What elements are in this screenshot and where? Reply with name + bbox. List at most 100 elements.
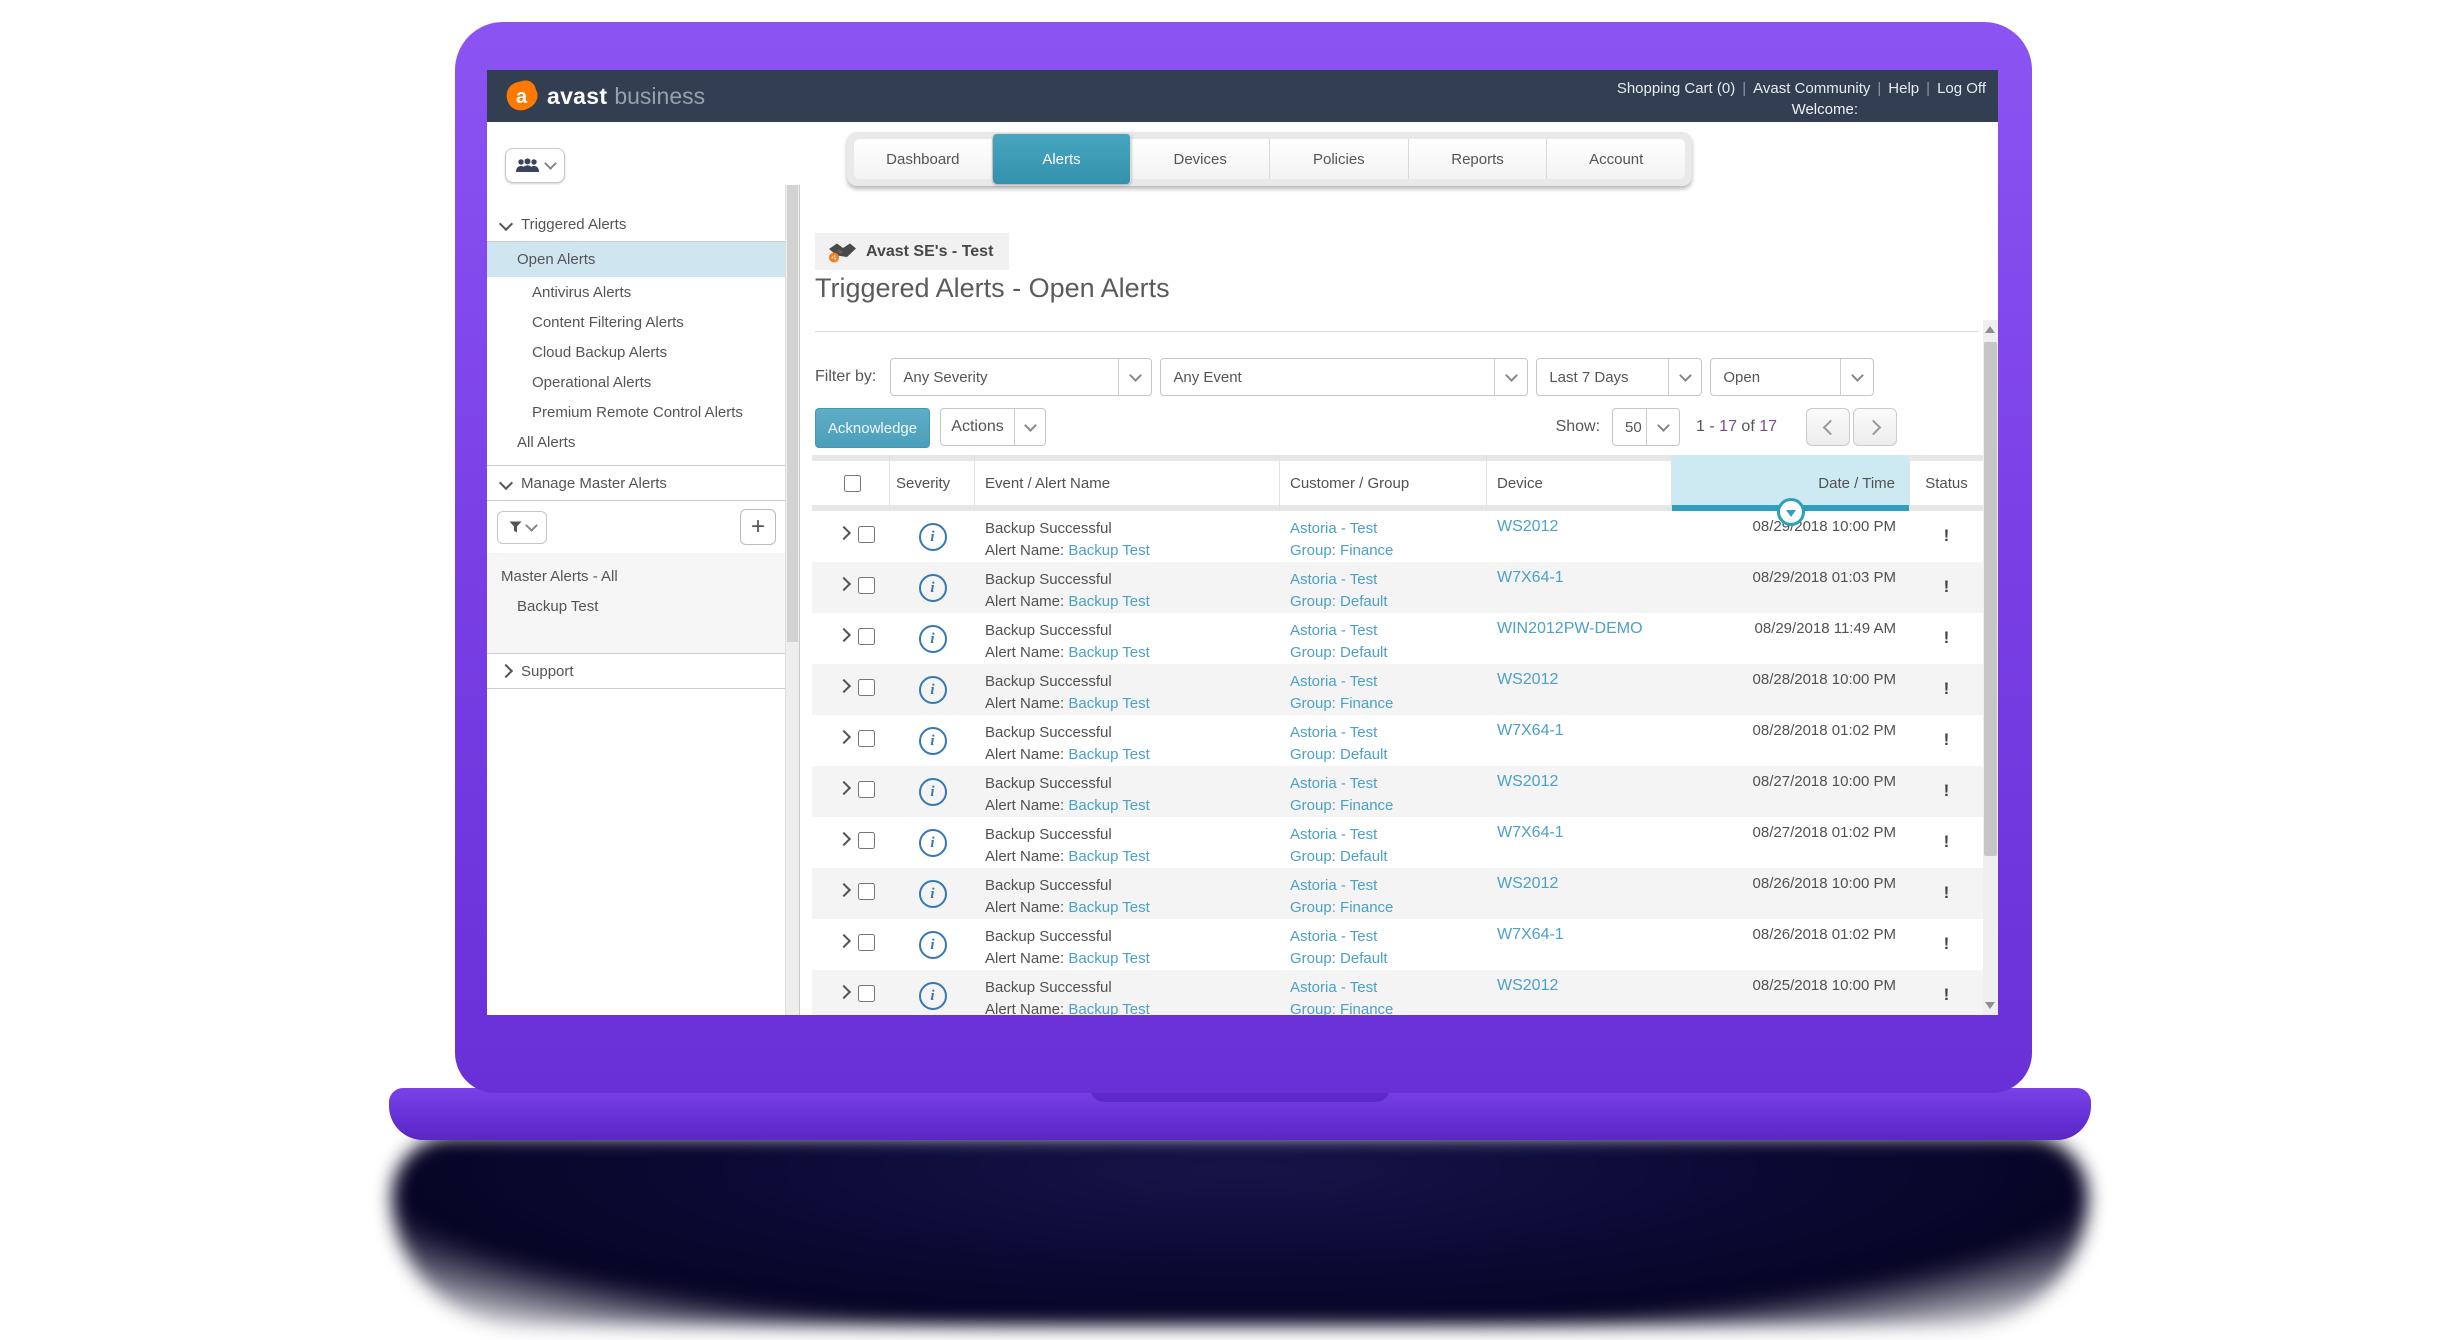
info-severity-icon[interactable]: i	[918, 931, 947, 959]
alert-name-link[interactable]: Backup Test	[1068, 1001, 1150, 1015]
alert-name-link[interactable]: Backup Test	[1068, 746, 1150, 763]
row-checkbox[interactable]	[858, 628, 875, 645]
alert-name-link[interactable]: Backup Test	[1068, 899, 1150, 916]
row-checkbox[interactable]	[858, 934, 875, 951]
customer-link[interactable]: Astoria - Test	[1290, 673, 1378, 690]
header-event-alert-name[interactable]: Event / Alert Name	[975, 455, 1280, 511]
sidebar-section-manage-master-alerts[interactable]: Manage Master Alerts	[487, 466, 786, 501]
table-row[interactable]: i Backup Successful Alert Name: Backup T…	[812, 664, 1983, 715]
row-checkbox[interactable]	[858, 730, 875, 747]
sidebar-scrollbar[interactable]	[785, 185, 799, 1015]
header-severity[interactable]: Severity	[890, 455, 975, 511]
scroll-down-icon[interactable]	[1985, 1002, 1995, 1009]
customer-link[interactable]: Astoria - Test	[1290, 775, 1378, 792]
window-scrollbar-thumb[interactable]	[1984, 342, 1997, 857]
sidebar-item-operational-alerts[interactable]: Operational Alerts	[532, 373, 652, 391]
group-link[interactable]: Group: Default	[1290, 746, 1388, 763]
customer-link[interactable]: Astoria - Test	[1290, 622, 1378, 639]
tab-dashboard[interactable]: Dashboard	[854, 139, 993, 179]
next-page-button[interactable]	[1853, 408, 1897, 446]
device-link[interactable]: WIN2012PW-DEMO	[1497, 620, 1643, 637]
group-link[interactable]: Group: Finance	[1290, 797, 1394, 814]
master-alerts-filter-button[interactable]	[497, 510, 547, 544]
group-link[interactable]: Group: Default	[1290, 593, 1388, 610]
device-link[interactable]: W7X64-1	[1497, 569, 1564, 586]
header-status[interactable]: Status	[1910, 455, 1983, 511]
date-range-filter-select[interactable]: Last 7 Days	[1536, 358, 1703, 396]
row-checkbox[interactable]	[858, 679, 875, 696]
tab-policies[interactable]: Policies	[1270, 139, 1409, 179]
device-link[interactable]: WS2012	[1497, 671, 1559, 688]
device-link[interactable]: WS2012	[1497, 518, 1559, 535]
tab-reports[interactable]: Reports	[1408, 139, 1548, 179]
expand-row-icon[interactable]	[836, 780, 852, 796]
tab-account[interactable]: Account	[1547, 139, 1686, 179]
log-off-link[interactable]: Log Off	[1937, 79, 1986, 97]
sidebar-item-backup-test[interactable]: Backup Test	[517, 597, 599, 615]
sidebar-section-triggered-alerts[interactable]: Triggered Alerts	[487, 207, 786, 242]
info-severity-icon[interactable]: i	[918, 523, 947, 551]
group-link[interactable]: Group: Finance	[1290, 695, 1394, 712]
sidebar-section-support[interactable]: Support	[487, 654, 786, 689]
table-row[interactable]: i Backup Successful Alert Name: Backup T…	[812, 766, 1983, 817]
expand-row-icon[interactable]	[836, 933, 852, 949]
sidebar-item-antivirus-alerts[interactable]: Antivirus Alerts	[532, 283, 632, 301]
expand-row-icon[interactable]	[836, 678, 852, 694]
group-link[interactable]: Group: Finance	[1290, 542, 1394, 559]
event-filter-select[interactable]: Any Event	[1160, 358, 1529, 396]
actions-dropdown-button[interactable]: Actions	[940, 408, 1046, 446]
tab-alerts[interactable]: Alerts	[992, 134, 1132, 184]
group-link[interactable]: Group: Default	[1290, 848, 1388, 865]
info-severity-icon[interactable]: i	[918, 778, 947, 806]
expand-row-icon[interactable]	[836, 576, 852, 592]
table-row[interactable]: i Backup Successful Alert Name: Backup T…	[812, 715, 1983, 766]
sidebar-scrollbar-thumb[interactable]	[787, 185, 798, 642]
sidebar-item-master-alerts-all[interactable]: Master Alerts - All	[501, 567, 618, 585]
header-device[interactable]: Device	[1487, 455, 1672, 511]
customer-link[interactable]: Astoria - Test	[1290, 724, 1378, 741]
device-link[interactable]: W7X64-1	[1497, 926, 1564, 943]
expand-row-icon[interactable]	[836, 882, 852, 898]
table-row[interactable]: i Backup Successful Alert Name: Backup T…	[812, 613, 1983, 664]
table-row[interactable]: i Backup Successful Alert Name: Backup T…	[812, 970, 1983, 1015]
table-row[interactable]: i Backup Successful Alert Name: Backup T…	[812, 868, 1983, 919]
customer-link[interactable]: Astoria - Test	[1290, 826, 1378, 843]
page-size-select[interactable]: 50	[1612, 408, 1681, 446]
table-row[interactable]: i Backup Successful Alert Name: Backup T…	[812, 511, 1983, 562]
help-link[interactable]: Help	[1888, 79, 1920, 97]
avast-community-link[interactable]: Avast Community	[1753, 79, 1871, 97]
select-all-checkbox[interactable]	[844, 474, 861, 492]
expand-row-icon[interactable]	[836, 729, 852, 745]
severity-filter-select[interactable]: Any Severity	[890, 358, 1153, 396]
sidebar-item-content-filtering-alerts[interactable]: Content Filtering Alerts	[532, 313, 684, 331]
alert-name-link[interactable]: Backup Test	[1068, 644, 1150, 661]
customer-link[interactable]: Astoria - Test	[1290, 571, 1378, 588]
header-customer-group[interactable]: Customer / Group	[1280, 455, 1487, 511]
row-checkbox[interactable]	[858, 526, 875, 543]
customer-link[interactable]: Astoria - Test	[1290, 520, 1378, 537]
expand-row-icon[interactable]	[836, 831, 852, 847]
window-scrollbar[interactable]	[1983, 320, 1998, 1015]
row-checkbox[interactable]	[858, 832, 875, 849]
row-checkbox[interactable]	[858, 781, 875, 798]
expand-row-icon[interactable]	[836, 525, 852, 541]
scroll-up-icon[interactable]	[1985, 326, 1995, 333]
alert-name-link[interactable]: Backup Test	[1068, 542, 1150, 559]
device-link[interactable]: W7X64-1	[1497, 722, 1564, 739]
device-link[interactable]: WS2012	[1497, 773, 1559, 790]
alert-name-link[interactable]: Backup Test	[1068, 797, 1150, 814]
row-checkbox[interactable]	[858, 883, 875, 900]
customer-link[interactable]: Astoria - Test	[1290, 877, 1378, 894]
group-link[interactable]: Group: Finance	[1290, 1001, 1394, 1015]
group-link[interactable]: Group: Default	[1290, 644, 1388, 661]
info-severity-icon[interactable]: i	[918, 727, 947, 755]
sidebar-item-all-alerts[interactable]: All Alerts	[517, 433, 576, 451]
add-master-alert-button[interactable]: +	[740, 509, 776, 545]
table-row[interactable]: i Backup Successful Alert Name: Backup T…	[812, 817, 1983, 868]
customer-link[interactable]: Astoria - Test	[1290, 979, 1378, 996]
alert-name-link[interactable]: Backup Test	[1068, 593, 1150, 610]
sidebar-item-cloud-backup-alerts[interactable]: Cloud Backup Alerts	[532, 343, 668, 361]
info-severity-icon[interactable]: i	[918, 676, 947, 704]
info-severity-icon[interactable]: i	[918, 574, 947, 602]
group-link[interactable]: Group: Default	[1290, 950, 1388, 967]
